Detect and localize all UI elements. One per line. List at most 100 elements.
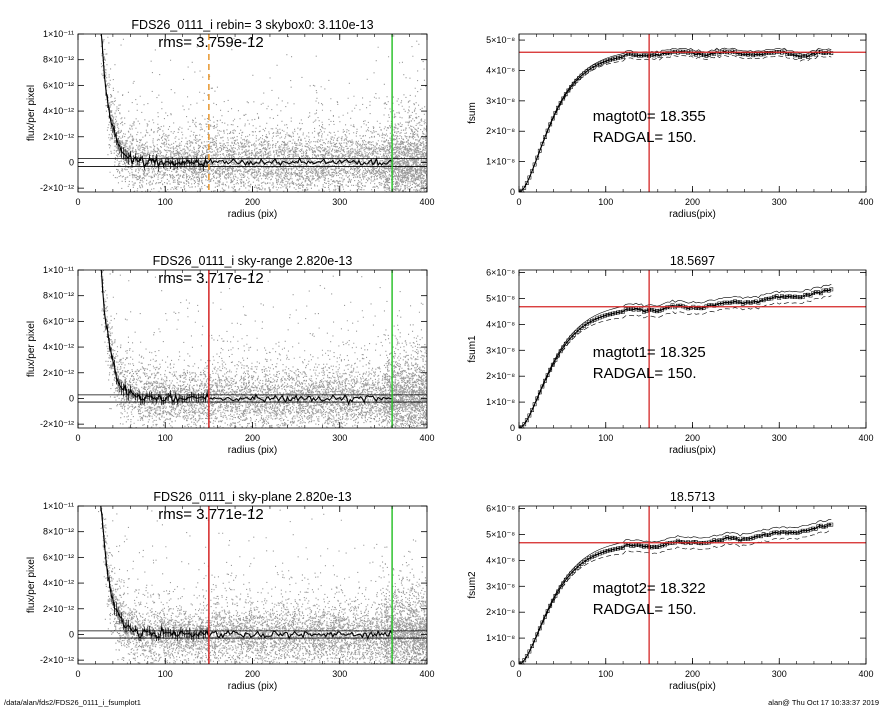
y-axis-label: fsum <box>467 102 478 124</box>
x-tick-label: 100 <box>598 197 613 207</box>
y-tick-label: 5×10⁻⁸ <box>486 529 515 539</box>
x-tick-label: 400 <box>858 197 873 207</box>
plot-area <box>78 270 427 428</box>
x-tick-label: 0 <box>75 669 80 679</box>
y-tick-label: 2×10⁻⁸ <box>486 126 515 136</box>
mean-profile-line <box>100 270 393 406</box>
x-tick-label: 200 <box>685 197 700 207</box>
upper-error-curve <box>519 284 832 428</box>
panel-title: 18.5697 <box>670 254 715 268</box>
y-tick-label: 6×10⁻⁸ <box>486 268 515 278</box>
profile-panel-profile-skyrange: 0 100 200 300 400-2×10⁻¹²02×10⁻¹²4×10⁻¹²6×10… <box>26 254 435 456</box>
x-tick-label: 200 <box>245 197 260 207</box>
x-tick-label: 0 <box>75 197 80 207</box>
magtot-label: magtot0= 18.355 <box>593 108 706 125</box>
y-tick-label: 2×10⁻¹² <box>43 368 74 378</box>
curve-of-growth-symbols <box>519 287 834 428</box>
panel-title: FDS26_0111_i sky-range 2.820e-13 <box>153 254 353 268</box>
x-tick-label: 100 <box>158 197 173 207</box>
x-tick-label: 200 <box>245 669 260 679</box>
plot-area <box>78 506 427 664</box>
y-tick-label: 4×10⁻¹² <box>43 106 74 116</box>
x-tick-label: 400 <box>419 197 434 207</box>
y-tick-label: 1×10⁻¹¹ <box>43 501 74 511</box>
y-tick-label: 3×10⁻⁸ <box>486 345 515 355</box>
x-tick-label: 300 <box>332 669 347 679</box>
y-tick-label: 1×10⁻⁸ <box>486 633 515 643</box>
x-tick-label: 300 <box>332 433 347 443</box>
lower-error-curve <box>519 295 832 428</box>
x-tick-label: 0 <box>516 197 521 207</box>
y-tick-label: 4×10⁻¹² <box>43 578 74 588</box>
growth-panel-growth-skyrange: 0 100 200 300 400 0 1×10⁻⁸ 2×10⁻⁸ 3×10⁻⁸ 4×10⁻⁸ 5×… <box>467 254 874 456</box>
panel-title: FDS26_0111_i rebin= 3 skybox0: 3.110e-13 <box>131 18 373 32</box>
y-tick-label: 8×10⁻¹² <box>43 291 74 301</box>
y-tick-label: 1×10⁻⁸ <box>486 397 515 407</box>
profile-panel-profile-rebin: 0 100 200 300 400-2×10⁻¹²02×10⁻¹²4×10⁻¹²6×10… <box>26 18 435 220</box>
growth-panel-growth-rebin: 0 100 200 300 400 0 1×10⁻⁸ 2×10⁻⁸ 3×10⁻⁸ 4×10⁻⁸ 5×… <box>467 33 874 220</box>
y-tick-label: 2×10⁻⁸ <box>486 371 515 381</box>
panel-title: FDS26_0111_i sky-plane 2.820e-13 <box>153 490 351 504</box>
lower-error-curve <box>519 55 832 192</box>
x-tick-label: 0 <box>75 433 80 443</box>
footer-timestamp: alan@ Thu Oct 17 10:33:37 2019 <box>768 698 879 707</box>
y-tick-label: 0 <box>69 393 74 403</box>
x-tick-label: 300 <box>332 197 347 207</box>
y-tick-label: 5×10⁻⁸ <box>486 293 515 303</box>
x-tick-label: 400 <box>419 433 434 443</box>
y-axis-label: fsum2 <box>467 571 478 599</box>
y-tick-label: 2×10⁻¹² <box>43 132 74 142</box>
rms-annotation: rms= 3.771e-12 <box>158 506 263 523</box>
x-tick-label: 300 <box>772 433 787 443</box>
y-tick-label: 0 <box>510 659 515 669</box>
curve-of-growth-symbols <box>519 522 834 664</box>
x-tick-label: 100 <box>598 433 613 443</box>
x-tick-label: 0 <box>516 433 521 443</box>
y-tick-label: 1×10⁻¹¹ <box>43 29 74 39</box>
magtot-label: magtot2= 18.322 <box>593 580 706 597</box>
x-tick-label: 400 <box>419 669 434 679</box>
y-tick-label: 6×10⁻⁸ <box>486 504 515 514</box>
rms-annotation: rms= 3.759e-12 <box>158 34 263 51</box>
scatter-points <box>100 34 427 192</box>
radgal-label: RADGAL= 150. <box>593 601 697 618</box>
y-tick-label: 8×10⁻¹² <box>43 55 74 65</box>
x-axis-label: radius(pix) <box>669 209 716 220</box>
y-tick-label: 6×10⁻¹² <box>43 552 74 562</box>
x-tick-label: 200 <box>245 433 260 443</box>
radgal-label: RADGAL= 150. <box>593 365 697 382</box>
magtot-label: magtot1= 18.325 <box>593 344 706 361</box>
mean-profile-line <box>100 506 393 641</box>
x-tick-label: 0 <box>516 669 521 679</box>
radgal-label: RADGAL= 150. <box>593 129 697 146</box>
y-tick-label: -2×10⁻¹² <box>40 183 74 193</box>
x-tick-label: 300 <box>772 669 787 679</box>
y-axis-label: fsum1 <box>467 335 478 363</box>
mean-profile-line <box>100 34 393 170</box>
y-tick-label: 1×10⁻⁸ <box>486 157 515 167</box>
x-tick-label: 100 <box>598 669 613 679</box>
y-tick-label: 3×10⁻⁸ <box>486 96 515 106</box>
rms-annotation: rms= 3.717e-12 <box>158 270 263 287</box>
y-tick-label: 0 <box>510 423 515 433</box>
y-axis-label: flux/per pixel <box>26 321 37 377</box>
y-tick-label: 5×10⁻⁸ <box>486 35 515 45</box>
x-tick-label: 400 <box>858 669 873 679</box>
x-axis-label: radius (pix) <box>228 209 277 220</box>
y-tick-label: 3×10⁻⁸ <box>486 581 515 591</box>
growth-panel-growth-skyplane: 0 100 200 300 400 0 1×10⁻⁸ 2×10⁻⁸ 3×10⁻⁸ 4×10⁻⁸ 5×… <box>467 490 874 692</box>
x-axis-label: radius(pix) <box>669 681 716 692</box>
scatter-points <box>98 507 427 664</box>
x-axis-label: radius (pix) <box>228 681 277 692</box>
y-axis-label: flux/per pixel <box>26 557 37 613</box>
x-tick-label: 300 <box>772 197 787 207</box>
profile-error-bars <box>102 279 208 406</box>
footer-file-path: /data/alan/fds2/FDS26_0111_i_fsumplot1 <box>4 698 141 707</box>
x-tick-label: 200 <box>685 669 700 679</box>
x-axis-label: radius(pix) <box>669 445 716 456</box>
x-tick-label: 100 <box>158 669 173 679</box>
x-axis-label: radius (pix) <box>228 445 277 456</box>
y-tick-label: 4×10⁻⁸ <box>486 319 515 329</box>
x-tick-label: 200 <box>685 433 700 443</box>
